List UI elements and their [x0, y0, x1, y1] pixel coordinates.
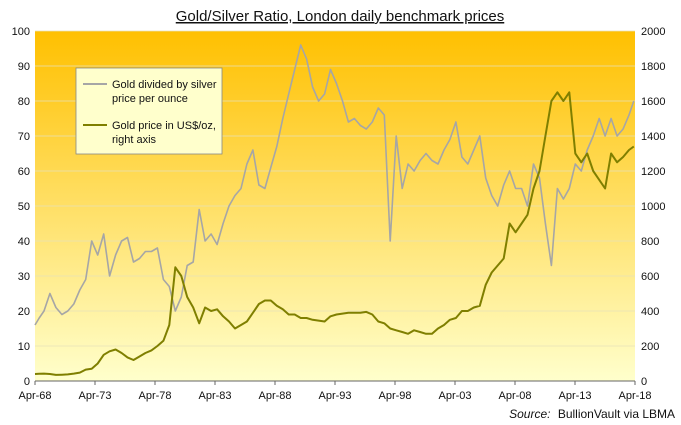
legend-label-gold-line1: Gold price in US$/oz,: [112, 120, 216, 132]
source-text: BullionVault via LBMA: [558, 407, 675, 421]
x-tick-label: Apr-98: [378, 390, 411, 402]
legend-label-ratio-line1: Gold divided by silver: [112, 79, 217, 91]
y-right-tick-label: 1000: [641, 201, 665, 213]
chart-title: Gold/Silver Ratio, London daily benchmar…: [176, 8, 505, 25]
legend-label-ratio-line2: price per ounce: [112, 93, 188, 105]
legend: Gold divided by silver price per ounce G…: [75, 67, 223, 155]
x-tick-label: Apr-18: [618, 390, 651, 402]
y-left-tick-label: 100: [12, 26, 30, 38]
x-tick-label: Apr-68: [18, 390, 51, 402]
y-left-tick-label: 40: [18, 236, 30, 248]
y-left-tick-label: 50: [18, 201, 30, 213]
x-tick-label: Apr-13: [558, 390, 591, 402]
ratio-series-line: [34, 44, 635, 326]
y-left-tick-label: 10: [18, 341, 30, 353]
y-right-tick-label: 1600: [641, 96, 665, 108]
x-axis-ticks: Apr-68 Apr-73 Apr-78 Apr-83 Apr-88 Apr-93 Apr-…: [18, 381, 652, 402]
y-right-tick-label: 1200: [641, 166, 665, 178]
y-right-tick-label: 1400: [641, 131, 665, 143]
source-note: Source: BullionVault via LBMA: [509, 407, 675, 421]
legend-box: [75, 67, 223, 155]
y-left-tick-label: 0: [24, 376, 30, 388]
svg-text:Source: BullionVault via: Source: BullionVault via LBMA: [509, 407, 675, 421]
y-right-tick-label: 800: [641, 236, 659, 248]
x-tick-label: Apr-93: [318, 390, 351, 402]
y-right-tick-label: 600: [641, 271, 659, 283]
x-tick-label: Apr-73: [78, 390, 111, 402]
y-right-axis-ticks: 0 200 400 600 800 1000 1200 1400 1600 1800 2000: [641, 26, 665, 388]
y-left-tick-label: 70: [18, 131, 30, 143]
y-left-tick-label: 30: [18, 271, 30, 283]
legend-label-gold-line2: right axis: [112, 134, 157, 146]
y-right-tick-label: 1800: [641, 61, 665, 73]
y-right-tick-label: 0: [641, 376, 647, 388]
y-right-tick-label: 2000: [641, 26, 665, 38]
y-left-tick-label: 60: [18, 166, 30, 178]
gold-price-series-line: [34, 91, 635, 376]
x-tick-label: Apr-88: [258, 390, 291, 402]
y-right-tick-label: 200: [641, 341, 659, 353]
source-label: Source:: [509, 407, 550, 421]
x-tick-label: Apr-78: [138, 390, 171, 402]
y-left-tick-label: 20: [18, 306, 30, 318]
x-tick-label: Apr-08: [498, 390, 531, 402]
y-right-tick-label: 400: [641, 306, 659, 318]
y-left-tick-label: 80: [18, 96, 30, 108]
y-left-tick-label: 90: [18, 61, 30, 73]
x-tick-label: Apr-03: [438, 390, 471, 402]
y-left-axis-ticks: 0 10 20 30 40 50 60 70 80 90 100: [12, 26, 30, 388]
x-tick-label: Apr-83: [198, 390, 231, 402]
